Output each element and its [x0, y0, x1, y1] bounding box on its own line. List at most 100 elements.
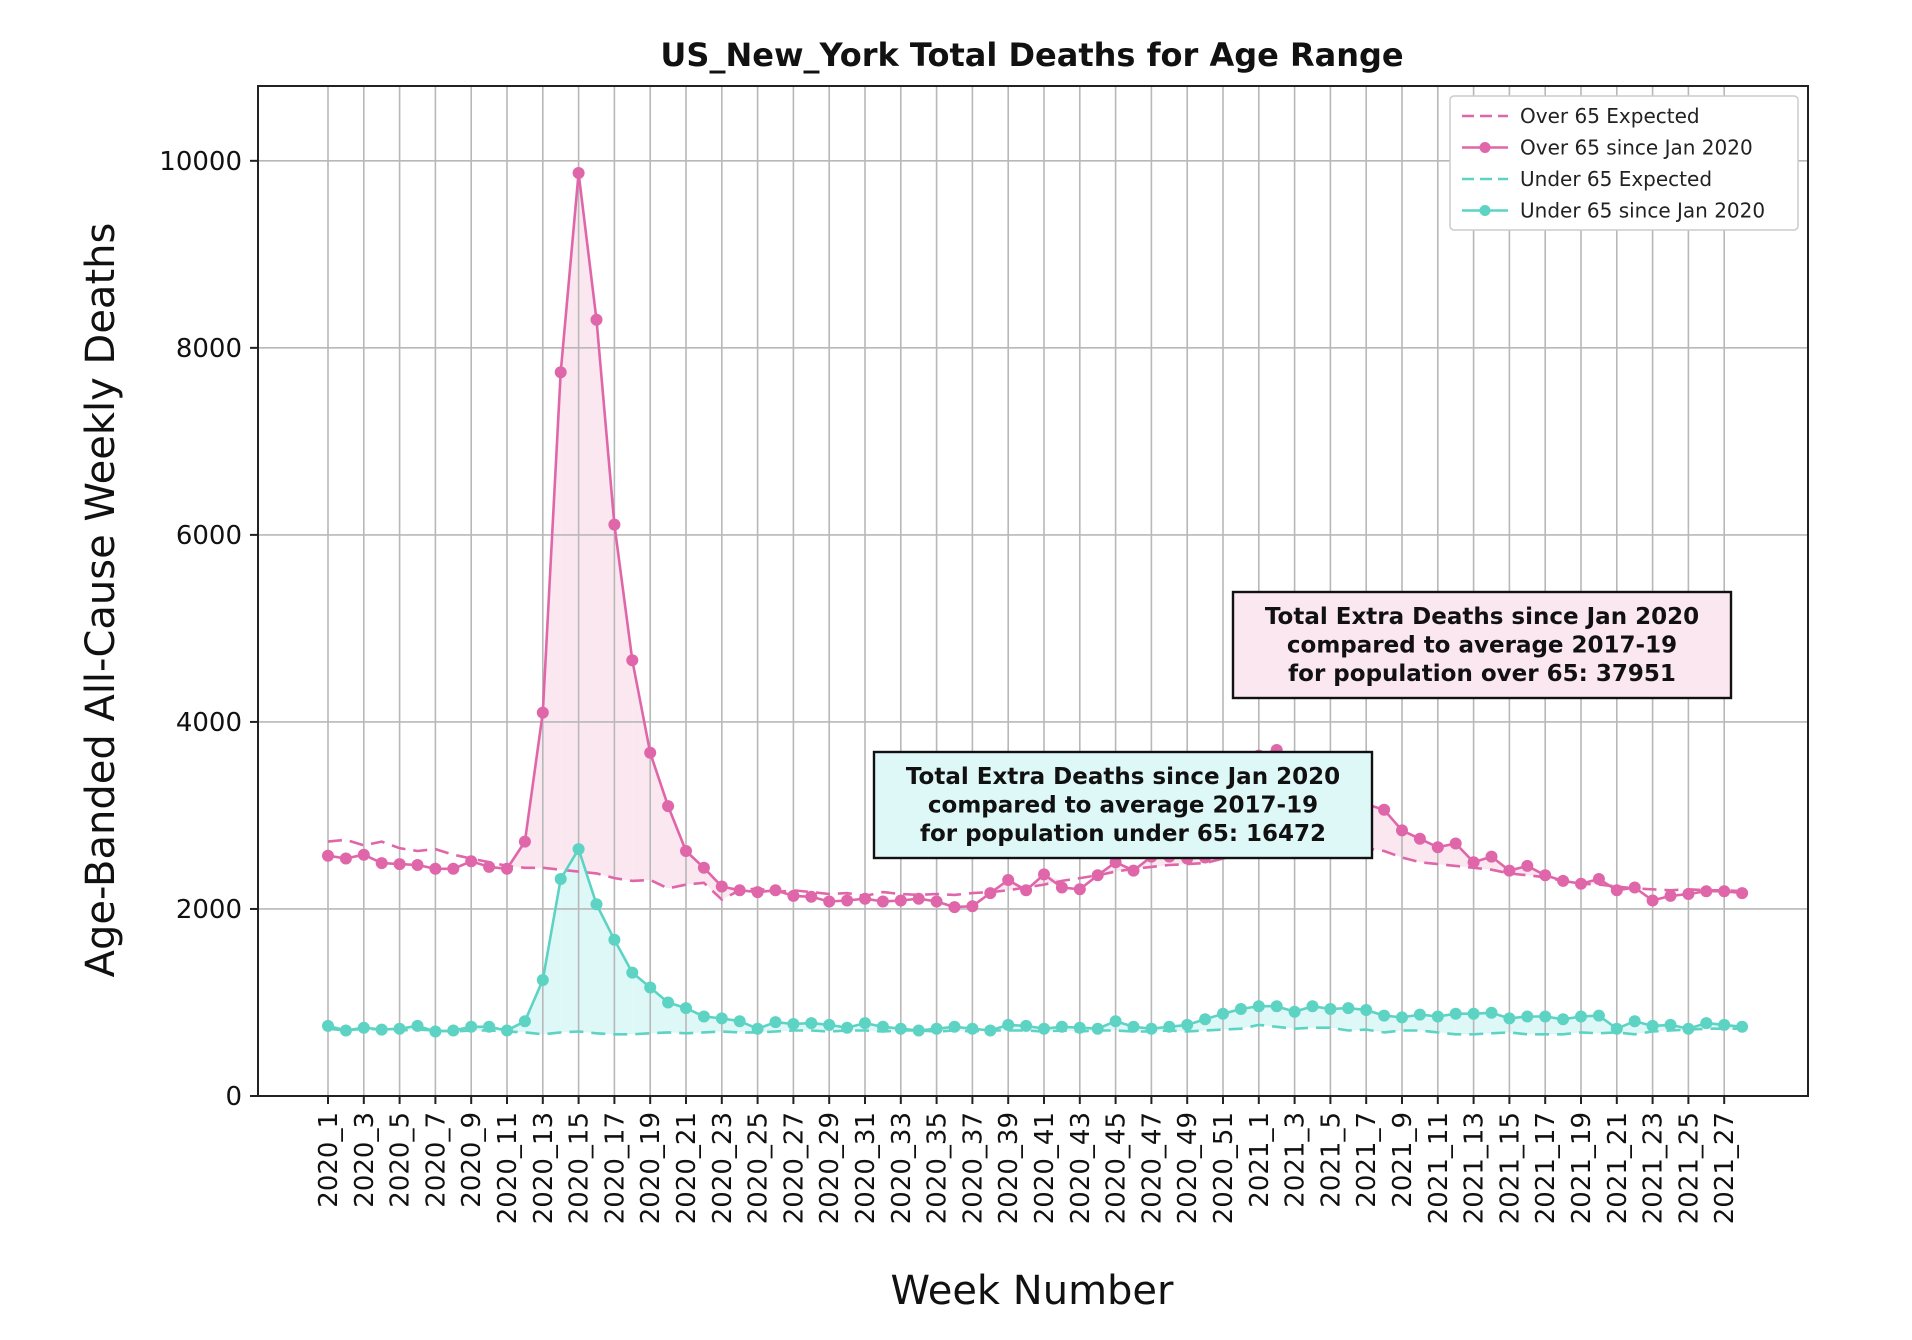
over65-actual-point: [751, 886, 764, 899]
y-tick-label: 8000: [176, 334, 242, 364]
legend: Over 65 Expected Over 65 since Jan 2020 Un…: [1449, 95, 1799, 231]
over65-actual-point: [501, 862, 513, 875]
under65-actual-point: [1610, 1022, 1623, 1035]
under65-actual-point: [644, 981, 657, 994]
under65-actual-point: [876, 1020, 889, 1033]
under65-actual-point: [626, 966, 639, 979]
over65-excess-fill: [632, 660, 651, 881]
y-axis-label: Age-Banded All-Cause Weekly Deaths: [78, 223, 124, 978]
under65-actual-point: [894, 1022, 907, 1035]
under65-actual-point: [1038, 1022, 1050, 1035]
over65-excess-fill: [703, 867, 722, 900]
x-tick-label: 2020_15: [565, 1112, 595, 1224]
over65-actual-point: [1700, 885, 1713, 898]
over65-actual-point: [966, 900, 979, 913]
over65-actual-point: [572, 167, 585, 179]
under65-actual-point: [984, 1024, 997, 1037]
under65-actual-point: [1199, 1013, 1212, 1026]
over65-actual-point: [805, 890, 818, 903]
over65-box: [1231, 590, 1733, 700]
under65-actual-point: [1467, 1007, 1480, 1020]
under65-actual-point: [1270, 1000, 1283, 1013]
x-tick-label: 2020_41: [1030, 1112, 1060, 1224]
x-tick-label: 2020_17: [600, 1112, 630, 1224]
over65-actual-point: [769, 884, 782, 897]
under65-actual-point: [930, 1022, 943, 1035]
over65-actual-point: [411, 859, 424, 871]
over65-actual-point: [1539, 869, 1552, 882]
over65-actual-point: [1449, 837, 1462, 850]
under65-actual-point: [1342, 1002, 1355, 1015]
plot-frame: [257, 85, 1809, 1097]
x-tick-label: 2021_3: [1281, 1112, 1311, 1208]
under65-actual-point: [1646, 1019, 1659, 1032]
under65-actual-point: [1145, 1022, 1158, 1035]
x-tick-label: 2020_39: [994, 1112, 1024, 1224]
under65-actual-point: [1682, 1022, 1695, 1035]
under65-actual-point: [1234, 1003, 1247, 1015]
under65-actual-point: [518, 1015, 531, 1028]
over65-actual-point: [1628, 881, 1641, 894]
x-tick-label: 2021_1: [1245, 1112, 1275, 1208]
x-tick-label: 2020_5: [386, 1112, 416, 1208]
under65-actual-point: [1592, 1009, 1605, 1022]
over65-excess-fill: [686, 850, 704, 885]
under65-actual-point: [339, 1024, 352, 1037]
over65-actual-point: [518, 835, 531, 848]
under65-actual-point: [536, 974, 549, 986]
x-tick-label: 2021_13: [1460, 1112, 1490, 1224]
over65-actual-point: [375, 857, 388, 870]
over65-actual-point: [1091, 869, 1104, 882]
under65-actual-point: [1736, 1020, 1749, 1033]
under65-excess-fill: [542, 879, 561, 1035]
over65-actual-point: [859, 892, 871, 905]
y-tick-label: 2000: [176, 895, 242, 925]
under65-excess-fill: [1205, 1013, 1223, 1031]
x-axis-ticks: 2020_1 2020_3 2020_5 2020_7 2020_9 2020_11 202…: [314, 1096, 1740, 1224]
under65-actual-point: [608, 933, 621, 946]
over65-actual-point: [429, 862, 442, 875]
x-tick-label: 2021_5: [1316, 1112, 1346, 1208]
x-tick-label: 2021_23: [1639, 1112, 1669, 1224]
under65-actual-point: [1073, 1021, 1086, 1034]
x-tick-label: 2021_17: [1531, 1112, 1561, 1224]
over65-actual-point: [697, 861, 710, 874]
under65-actual-point: [1557, 1013, 1570, 1026]
legend-over65-actual-marker: [1479, 142, 1491, 153]
under65-actual-point: [948, 1020, 961, 1033]
x-tick-label: 2020_19: [636, 1112, 666, 1224]
over65-actual-point: [1396, 824, 1408, 837]
under65-excess-fill: [1473, 1012, 1492, 1035]
over65-actual-point: [447, 862, 460, 875]
over65-actual-point: [608, 518, 621, 531]
under65-actual-point: [841, 1021, 854, 1034]
x-tick-label: 2020_43: [1066, 1112, 1096, 1224]
y-tick-label: 10000: [159, 147, 242, 177]
x-tick-label: 2021_19: [1567, 1112, 1597, 1224]
x-tick-label: 2020_13: [529, 1112, 559, 1224]
over65-actual-point: [1610, 884, 1623, 897]
under65-box-line: compared to average 2017-19: [928, 793, 1318, 819]
under65-actual-point: [805, 1017, 818, 1030]
over65-actual-point: [733, 884, 746, 897]
under65-expected-line: [327, 1023, 1743, 1036]
x-tick-label: 2021_9: [1388, 1112, 1418, 1208]
legend-under65-expected-label: Under 65 Expected: [1520, 167, 1712, 191]
under65-excess-fill: [1330, 1008, 1349, 1031]
under65-actual-point: [1628, 1015, 1641, 1028]
x-tick-label: 2021_7: [1352, 1112, 1382, 1208]
x-tick-label: 2020_9: [457, 1112, 487, 1208]
over65-actual-point: [1467, 856, 1480, 869]
under65-excess-fill: [578, 849, 597, 1034]
x-tick-label: 2020_11: [493, 1112, 523, 1224]
y-axis-ticks: 0 2000 4000 6000 8000 10000: [159, 147, 258, 1112]
legend-over65-expected-label: Over 65 Expected: [1520, 104, 1700, 128]
legend-under65-actual-marker: [1479, 205, 1491, 216]
under65-actual-point: [501, 1024, 513, 1037]
over65-actual-point: [339, 852, 352, 865]
over65-actual-point: [357, 848, 370, 861]
under65-actual-point: [1575, 1010, 1587, 1023]
x-tick-label: 2020_29: [815, 1112, 845, 1224]
x-tick-label: 2021_27: [1710, 1112, 1740, 1224]
